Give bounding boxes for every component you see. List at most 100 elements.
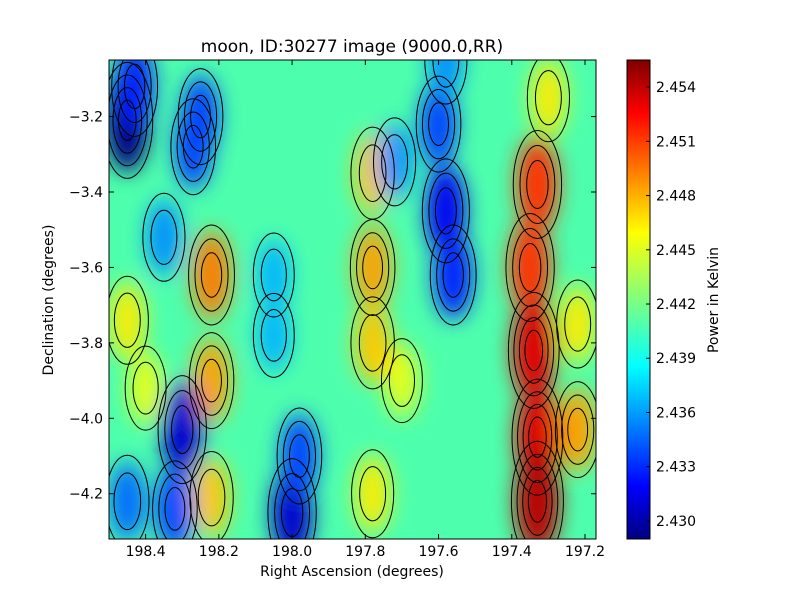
contour-line (519, 144, 556, 224)
colorbar-gradient (626, 59, 651, 540)
contour-line (564, 296, 592, 352)
colorbar-tick-label: 2.448 (656, 189, 696, 205)
heat-blob (257, 299, 291, 372)
x-tick-label: 198.2 (199, 544, 239, 560)
contour-line (527, 479, 547, 523)
heat-blob (354, 225, 391, 310)
contour-line (188, 332, 235, 430)
contour-line (288, 434, 310, 478)
colorbar-tick-label: 2.436 (656, 405, 696, 421)
contour-line (507, 291, 560, 409)
contour-line (510, 440, 564, 539)
contour-line (526, 60, 570, 143)
contour-line (117, 60, 152, 124)
colorbar-tick-label: 2.445 (656, 243, 696, 259)
heat-blob (420, 82, 457, 167)
contour-line (436, 238, 471, 312)
contour-line (170, 405, 194, 455)
plot-frame (108, 59, 597, 540)
heat-blob (146, 199, 182, 276)
contour-line (112, 87, 143, 154)
heat-blob (509, 219, 551, 316)
contour-line (252, 232, 295, 318)
colorbar-ticks: 2.430 2.433 2.436 2.439 2.442 2.445 2.448 2.451… (646, 80, 696, 530)
contour-line (351, 449, 395, 539)
contour-line (109, 275, 149, 365)
colorbar-tick-label: 2.442 (656, 297, 696, 313)
heat-blob (512, 298, 556, 403)
contour-line (513, 304, 555, 397)
chart-title: moon, ID:30277 image (9000.0,RR) (201, 37, 503, 57)
contour-line (150, 209, 178, 265)
x-tick-label: 197.6 (419, 544, 459, 560)
contour-line (356, 232, 390, 303)
contour-line (432, 60, 460, 88)
contour-line (567, 407, 589, 452)
contour-layer (109, 60, 596, 539)
contour-line (358, 314, 387, 372)
contour-line (109, 74, 148, 167)
contour-line (276, 407, 323, 505)
contour-line (123, 63, 146, 110)
heat-blob (515, 447, 560, 539)
heat-blob (192, 230, 231, 319)
x-tick-label: 198.4 (126, 544, 166, 560)
x-axis: 198.4 198.2 198.0 197.8 197.6 197.4 197.2 (126, 60, 605, 560)
contour-line (274, 473, 311, 539)
contour-line (380, 338, 423, 424)
x-tick-label: 197.8 (345, 544, 385, 560)
heat-blob (193, 338, 230, 423)
heat-blob (531, 60, 566, 136)
contour-line (516, 453, 559, 539)
contour-line (428, 172, 464, 249)
x-tick-label: 198.0 (272, 544, 312, 560)
contour-line (200, 252, 223, 298)
contour-line (350, 296, 395, 390)
contour-line (157, 375, 207, 485)
contour-line (359, 466, 387, 522)
y-tick-label: −4.2 (69, 487, 103, 503)
heat-blob (377, 123, 412, 200)
x-tick-label: 197.2 (565, 544, 605, 560)
contour-line (522, 403, 553, 471)
contour-line (152, 460, 198, 539)
contour-line (428, 102, 449, 146)
contour-line (113, 472, 142, 531)
contour-line (109, 61, 154, 179)
contour-line (424, 60, 468, 105)
contour-line (512, 129, 563, 239)
y-tick-label: −3.8 (69, 336, 103, 352)
contour-line (358, 144, 387, 202)
contour-line (111, 60, 159, 137)
contour-line (421, 158, 470, 264)
contour-line (109, 454, 150, 539)
y-axis-label: Declination (degrees) (41, 225, 57, 376)
contour-line (561, 394, 595, 465)
contour-line (526, 159, 549, 209)
colorbar-tick-label: 2.439 (656, 351, 696, 367)
contour-line (388, 354, 416, 407)
contour-line (511, 378, 564, 496)
contour-line (176, 111, 210, 182)
heat-blob (281, 414, 318, 499)
heat-blob (560, 286, 595, 363)
heat-blob (193, 457, 230, 538)
contour-line (183, 81, 218, 152)
contour-line (534, 70, 562, 126)
contour-line (113, 292, 141, 348)
colorbar-label: Power in Kelvin (706, 247, 722, 353)
contour-line (512, 227, 549, 307)
contour-line (132, 361, 159, 415)
contour-line (517, 391, 558, 484)
x-axis-label: Right Ascension (degrees) (260, 564, 444, 580)
contour-line (117, 99, 137, 142)
heat-blob (174, 104, 212, 189)
y-tick-label: −3.2 (69, 110, 103, 126)
y-tick-label: −3.4 (69, 185, 103, 201)
contour-line (505, 212, 555, 322)
contour-line (373, 117, 417, 207)
contour-line (194, 345, 229, 416)
contour-line (267, 458, 317, 539)
contour-line (252, 292, 295, 378)
contour-line (182, 124, 204, 169)
